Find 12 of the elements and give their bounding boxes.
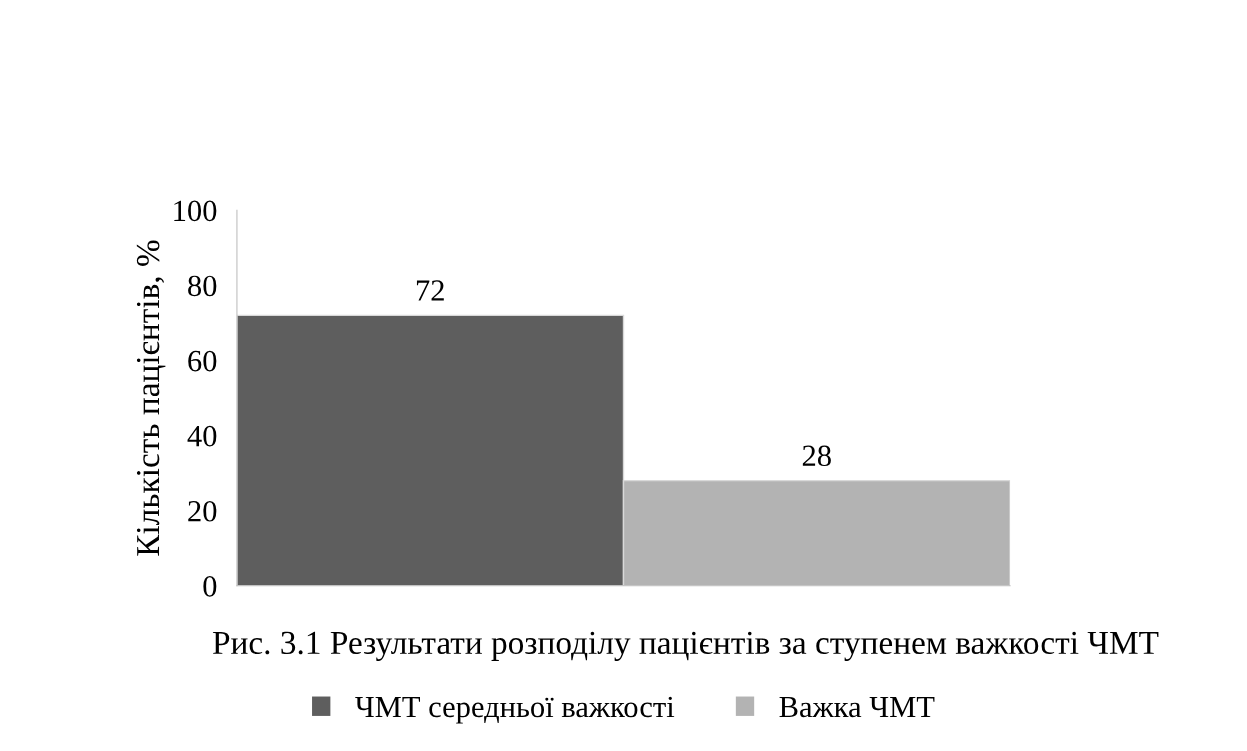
legend-label: ЧМТ середньої важкості <box>355 696 675 724</box>
y-tick-label: 20 <box>188 500 217 522</box>
legend-label: Важка ЧМТ <box>779 696 935 718</box>
y-tick-label: 80 <box>188 275 217 297</box>
y-tick-label: 40 <box>187 425 217 447</box>
y-tick-label: 60 <box>188 350 217 372</box>
data-label: 72 <box>416 280 444 301</box>
text: Рис. 3.1 Результати розподілу пацієнтів за ступенем важкості ЧМТ <box>212 631 1159 661</box>
data-label: 28 <box>802 445 831 467</box>
y-tick-label: 100 <box>174 200 217 222</box>
y-tick-label: 0 <box>203 576 217 597</box>
y-axis-title: Кількість пацієнтів, % <box>136 240 166 556</box>
